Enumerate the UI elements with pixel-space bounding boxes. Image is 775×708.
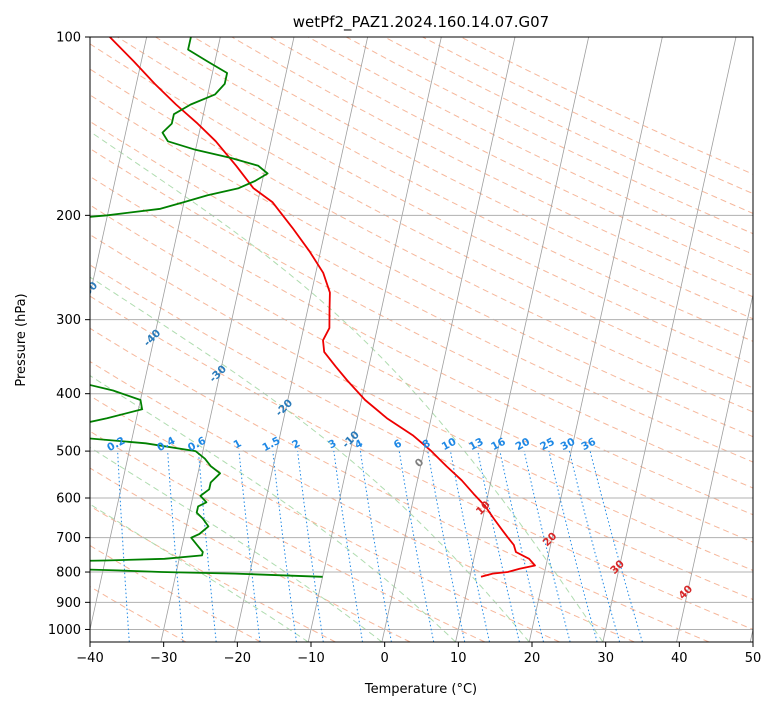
y-tick-label: 600 <box>56 492 81 507</box>
profile-series <box>90 37 536 578</box>
mixing-ratio-line <box>523 450 571 642</box>
moist-adiabat <box>90 130 604 642</box>
dry-adiabat <box>155 37 753 342</box>
mixing-ratio-line <box>450 451 490 642</box>
moist-adiabat <box>90 375 456 642</box>
y-tick-label: 800 <box>56 566 81 581</box>
x-tick-label: 40 <box>671 651 688 666</box>
y-tick-label: 400 <box>56 387 81 402</box>
x-tick-label: −10 <box>297 651 324 666</box>
mixing-ratio-line <box>272 451 297 642</box>
mixing-ratio-line <box>427 451 466 642</box>
isotherm-line <box>676 292 753 642</box>
y-tick-label: 200 <box>56 209 81 224</box>
y-tick-label: 700 <box>56 531 81 546</box>
isotherm-line <box>455 37 590 642</box>
chart-title: wetPf2_PAZ1.2024.160.14.07.G07 <box>293 13 549 32</box>
mixing-ratio-line <box>589 450 643 642</box>
moist-adiabat <box>90 276 530 642</box>
isotherm-line <box>602 37 737 642</box>
isotherm-grid <box>90 37 753 642</box>
dry-adiabat <box>90 148 753 489</box>
dry-adiabat <box>90 204 753 543</box>
x-tick-label: 50 <box>745 651 762 666</box>
moist-adiabat <box>90 446 383 642</box>
mixing-ratio-line <box>238 451 261 642</box>
mixing-ratio-line <box>568 450 621 642</box>
dry-adiabat <box>90 360 635 642</box>
mixing-ratio-lines <box>117 450 643 642</box>
y-tick-label: 900 <box>56 596 81 611</box>
x-tick-label: 20 <box>524 651 541 666</box>
y-tick-label: 500 <box>56 445 81 460</box>
x-axis-label: Temperature (°C) <box>364 682 477 697</box>
y-tick-label: 1000 <box>48 623 81 638</box>
dry-adiabat <box>90 505 336 642</box>
dry-adiabat <box>90 467 411 642</box>
isotherm-line <box>234 37 369 642</box>
y-tick-label: 300 <box>56 313 81 328</box>
isobar-grid <box>90 37 753 630</box>
isotherm-line <box>307 37 442 642</box>
dry-adiabat <box>90 68 753 413</box>
x-tick-label: −30 <box>150 651 177 666</box>
x-tick-label: 10 <box>450 651 467 666</box>
plot-frame <box>89 36 754 643</box>
x-tick-label: −20 <box>224 651 251 666</box>
dry-adiabat <box>90 234 753 571</box>
isotherm-line <box>381 37 516 642</box>
dewpoint-profile <box>90 37 323 578</box>
dry-adiabats <box>90 37 753 642</box>
isotherm-line <box>160 37 295 642</box>
x-axis: −40 −30 −20 −10 0 10 20 30 40 50 <box>76 642 761 666</box>
dry-adiabat <box>90 586 187 642</box>
y-tick-label: 100 <box>56 31 81 46</box>
x-tick-label: 30 <box>597 651 614 666</box>
temperature-profile <box>109 37 536 578</box>
mixing-ratio-line <box>297 451 324 642</box>
dry-adiabat <box>90 264 753 601</box>
dry-adiabat <box>90 295 753 630</box>
moist-adiabats <box>90 130 604 642</box>
mixing-ratio-line <box>548 450 598 642</box>
x-tick-label: 0 <box>381 651 389 666</box>
mixing-ratio-line <box>167 451 184 642</box>
mixing-ratio-line <box>333 451 363 642</box>
x-tick-label: −40 <box>76 651 103 666</box>
isotherm-line <box>90 37 148 297</box>
y-axis-label: Pressure (hPa) <box>14 293 29 386</box>
mixing-ratio-line <box>499 450 544 642</box>
dry-adiabat <box>90 94 753 438</box>
dry-adiabat <box>90 175 753 516</box>
dry-adiabat <box>117 37 753 365</box>
mixing-ratio-line <box>477 451 520 642</box>
isotherm-line <box>528 37 663 642</box>
y-axis: 100 200 300 400 500 600 700 800 900 1000 <box>48 31 90 638</box>
isotherm-label: -50 <box>78 280 100 302</box>
isotherm-line <box>90 37 221 632</box>
